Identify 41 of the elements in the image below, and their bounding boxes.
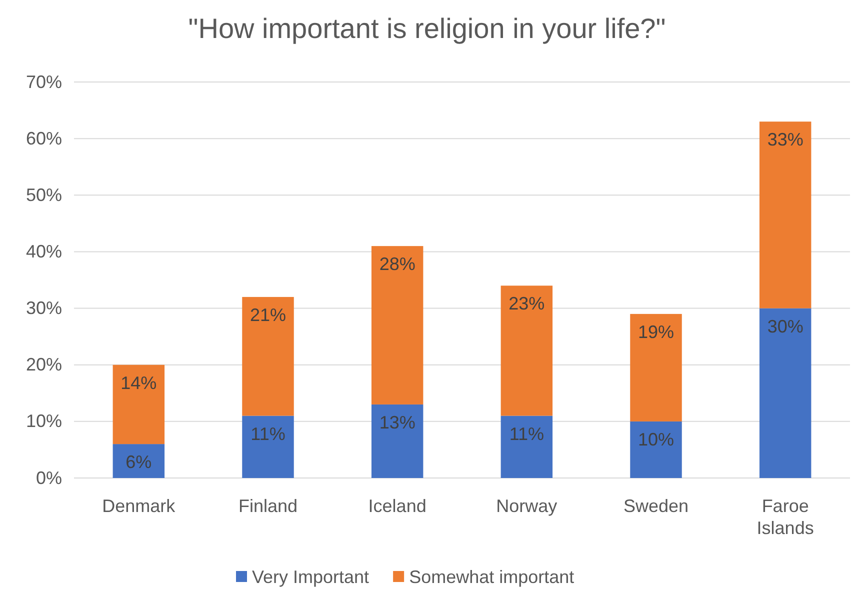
legend-label: Somewhat important <box>409 567 574 587</box>
x-tick-label: Denmark <box>102 496 176 516</box>
data-label: 23% <box>508 294 545 314</box>
data-label: 21% <box>250 304 286 325</box>
data-label: 30% <box>767 316 804 336</box>
x-tick-label: Norway <box>496 496 558 516</box>
data-label: 33% <box>767 130 804 150</box>
y-tick-label: 0% <box>36 468 62 488</box>
y-tick-label: 40% <box>26 241 62 262</box>
data-label: 11% <box>509 424 544 444</box>
y-tick-label: 10% <box>26 411 62 432</box>
x-tick-label: Faroe Islands <box>756 496 814 538</box>
y-tick-label: 20% <box>26 354 62 375</box>
bar <box>371 404 424 478</box>
y-tick-label: 60% <box>26 128 62 148</box>
chart-title: "How important is religion in your life?" <box>188 13 666 44</box>
data-label: 11% <box>250 424 286 444</box>
data-label: 10% <box>638 429 674 450</box>
data-label: 6% <box>126 452 152 472</box>
data-label: 19% <box>638 322 674 342</box>
data-label: 14% <box>120 372 157 393</box>
bar <box>500 416 553 478</box>
y-tick-label: 70% <box>26 72 62 92</box>
bar <box>759 308 812 478</box>
x-tick-label: Finland <box>238 496 298 516</box>
bar <box>759 122 812 308</box>
data-label: 13% <box>379 412 416 432</box>
bar <box>500 286 553 416</box>
y-tick-label: 30% <box>26 298 62 318</box>
legend-label: Very Important <box>252 567 370 587</box>
x-tick-label: Iceland <box>368 496 426 516</box>
bar <box>371 246 424 404</box>
x-tick-label: Sweden <box>623 496 689 516</box>
data-label: 28% <box>379 254 416 274</box>
bar <box>112 444 165 478</box>
bar <box>630 314 682 422</box>
bar <box>112 364 165 444</box>
bar <box>630 421 682 478</box>
bar <box>242 296 294 416</box>
bar <box>242 416 294 478</box>
y-tick-label: 50% <box>26 184 62 205</box>
